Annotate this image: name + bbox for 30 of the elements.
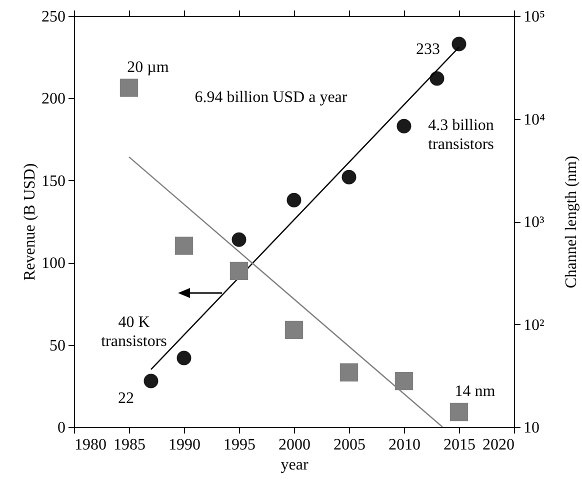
y-tick-label: 100 <box>42 255 66 272</box>
y2-tick-label: 10² <box>524 316 544 334</box>
y2-tick-label: 10 <box>524 420 540 436</box>
annotation: 6.94 billion USD a year <box>194 89 348 106</box>
annotation: 40 K transistors <box>101 314 167 350</box>
annotation: 233 <box>416 41 440 58</box>
y-tick-label: 0 <box>58 420 66 436</box>
annotation: 20 µm <box>127 59 170 76</box>
annotation: 14 nm <box>454 383 496 400</box>
annotation: 4.3 billion transistors <box>428 117 494 153</box>
x-tick-label: 2015 <box>444 436 476 454</box>
x-tick-label: 2005 <box>334 436 366 454</box>
y-tick-label: 50 <box>50 337 66 354</box>
y-tick-label: 200 <box>42 90 66 108</box>
y2-tick-label: 10⁴ <box>524 111 546 128</box>
x-tick-label: 1985 <box>114 436 146 454</box>
x-axis-title: year <box>280 456 309 474</box>
y2-tick-label: 10⁵ <box>524 8 546 26</box>
x-tick-label: 2020 <box>482 436 514 454</box>
y-tick-label: 150 <box>42 172 66 190</box>
x-tick-label: 1990 <box>168 436 200 454</box>
x-tick-label: 1980 <box>74 436 106 454</box>
x-tick-label: 2000 <box>278 436 310 454</box>
x-tick-label: 2010 <box>388 436 420 454</box>
annotation: 22 <box>118 390 134 407</box>
y-axis-title: Revenue (B USD) <box>22 163 38 281</box>
y2-axis-title: Channel length (nm) <box>563 156 580 288</box>
y-tick-label: 250 <box>42 8 66 26</box>
y2-tick-label: 10³ <box>524 214 544 231</box>
x-tick-label: 1995 <box>224 436 256 454</box>
